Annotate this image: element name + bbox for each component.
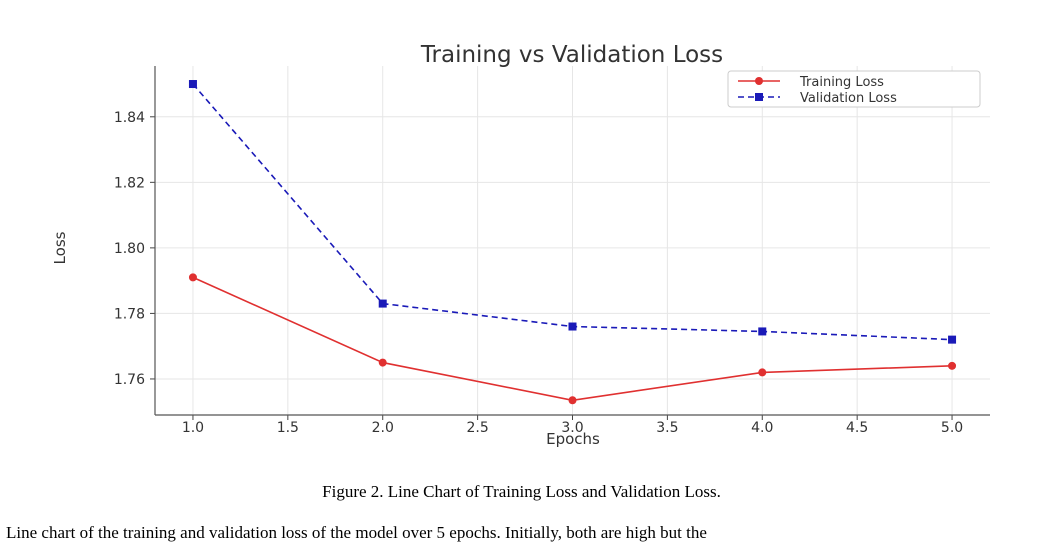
x-tick-label: 4.5: [846, 420, 868, 436]
legend-label-0: Training Loss: [799, 75, 884, 90]
x-tick-label: 2.0: [372, 420, 394, 436]
y-tick-label: 1.84: [114, 110, 145, 126]
axes: 1.0 1.5 2.0 2.5 3.0 3.5 4.0 4.5 5.0 1.76 1.78 1.80 1…: [114, 66, 990, 436]
legend-box: [727, 70, 981, 108]
legend-marker-1: [755, 93, 763, 101]
y-tick-label: 1.82: [114, 175, 145, 191]
x-tick-label: 3.5: [656, 420, 678, 436]
y-tick-label: 1.78: [114, 306, 145, 322]
x-tick-label: 3.0: [561, 420, 583, 436]
y-tick-label: 1.76: [114, 372, 145, 388]
y-tick-label: 1.80: [114, 241, 145, 257]
series-1-point: [378, 299, 387, 308]
x-tick-label: 5.0: [941, 420, 963, 436]
chart-title: Training vs Validation Loss: [420, 42, 723, 68]
series-0-point: [378, 358, 387, 367]
x-tick-label: 2.5: [466, 420, 488, 436]
series-1-point: [758, 327, 767, 336]
series-0-point: [568, 396, 577, 405]
series-layer: [188, 80, 957, 405]
x-tick-label: 4.0: [751, 420, 773, 436]
series-0-point: [758, 368, 767, 377]
y-axis-label: Loss: [51, 231, 69, 264]
legend-marker-0: [755, 77, 763, 85]
x-axis-label: Epochs: [546, 430, 600, 448]
x-tick-label: 1.5: [277, 420, 299, 436]
line-chart: Training vs Validation Loss 1.0 1.5 2.0 2.5…: [51, 42, 990, 448]
grid: [155, 66, 990, 415]
figure-caption: Figure 2. Line Chart of Training Loss an…: [322, 482, 721, 501]
body-text: Line chart of the training and validatio…: [6, 523, 707, 542]
x-tick-label: 1.0: [182, 420, 204, 436]
series-0-point: [948, 361, 957, 370]
legend-label-1: Validation Loss: [800, 91, 897, 106]
series-1-point: [568, 322, 577, 331]
series-0-point: [188, 273, 197, 282]
series-1-point: [188, 80, 197, 89]
series-1-point: [948, 335, 957, 344]
